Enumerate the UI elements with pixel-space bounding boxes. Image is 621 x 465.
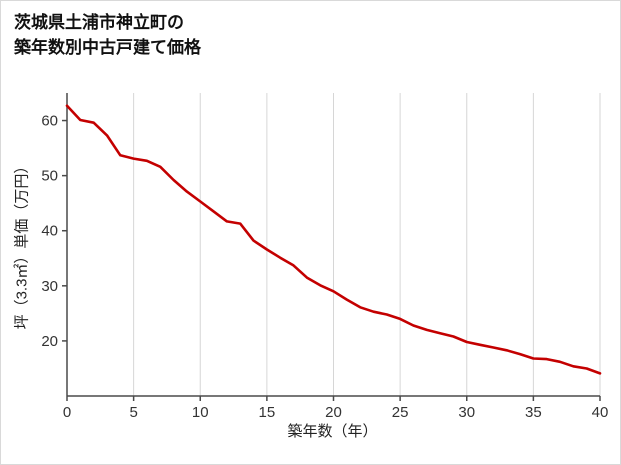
x-tick-label: 15 xyxy=(259,404,276,421)
x-tick-label: 25 xyxy=(392,404,409,421)
x-tick-label: 10 xyxy=(192,404,209,421)
y-tick-label: 50 xyxy=(41,168,58,185)
y-tick-label: 60 xyxy=(41,113,58,130)
x-axis-title: 築年数（年） xyxy=(287,423,378,440)
y-tick-label: 30 xyxy=(41,278,58,295)
line-chart-plot: 0 5 10 15 20 25 30 35 40 20 30 40 50 60 xyxy=(41,93,609,421)
chart-title: 茨城県土浦市神立町の 築年数別中古戸建て価格 xyxy=(14,11,201,60)
x-tick-label: 20 xyxy=(325,404,342,421)
y-tick-label: 40 xyxy=(41,223,58,240)
chart-title-line1: 茨城県土浦市神立町の xyxy=(14,13,184,32)
x-tick-label: 30 xyxy=(458,404,475,421)
chart-title-line2: 築年数別中古戸建て価格 xyxy=(14,37,201,57)
x-tick-label: 5 xyxy=(129,404,137,421)
x-tick-label: 35 xyxy=(525,404,542,421)
x-tick-label: 0 xyxy=(63,404,71,421)
y-tick-label: 20 xyxy=(41,333,58,350)
price-line-series xyxy=(65,104,602,375)
x-tick-label: 40 xyxy=(592,404,609,421)
